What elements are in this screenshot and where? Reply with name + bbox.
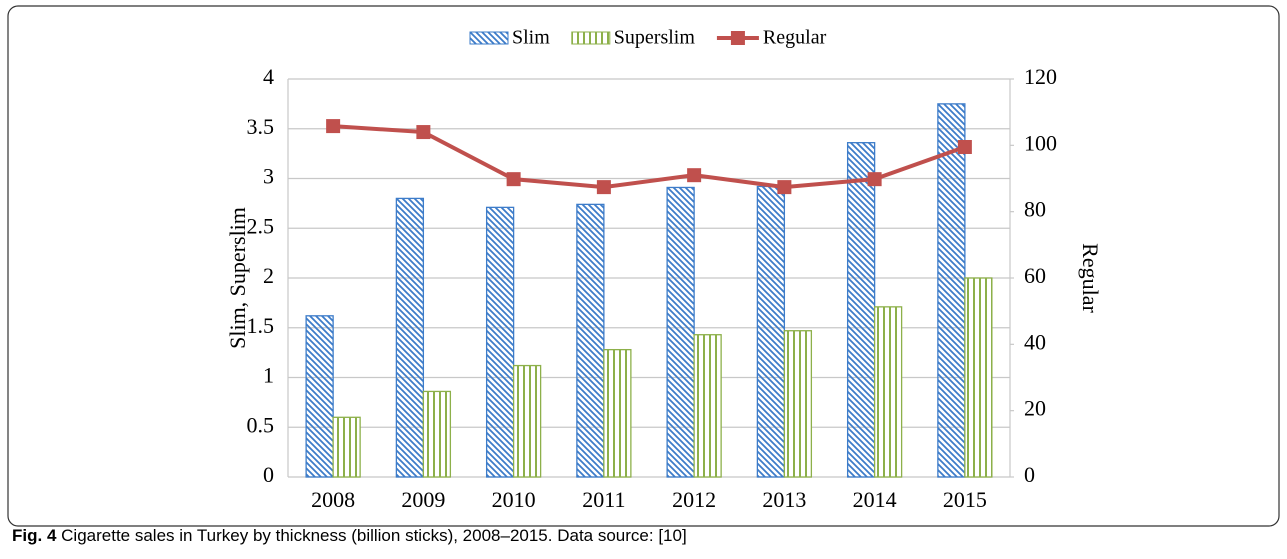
bar: [783, 330, 813, 478]
line: [332, 124, 966, 190]
y-tick-label: 2: [263, 263, 274, 288]
y-tick-label: 2.5: [247, 213, 275, 238]
bar: [512, 364, 542, 478]
bar: [603, 348, 632, 478]
x-tick-label: 2010: [492, 487, 536, 512]
bar: [756, 185, 786, 478]
caption: Fig. 4 Cigarette sales in Turkey by thic…: [12, 526, 687, 545]
legend-swatch: [571, 31, 611, 45]
x-tick-label: 2014: [853, 487, 897, 512]
bar: [846, 142, 876, 478]
frame: [7, 5, 1280, 527]
y-tick-label: 0: [263, 462, 274, 487]
caption-text: Cigarette sales in Turkey by thickness (…: [61, 526, 687, 545]
bar: [485, 206, 515, 478]
y2-tick-label: 80: [1024, 197, 1046, 222]
y2-tick-label: 0: [1024, 462, 1035, 487]
marker: [326, 119, 341, 134]
bar: [693, 334, 722, 478]
legend-label: Superslim: [614, 27, 696, 49]
bar: [666, 186, 695, 478]
legend-label: Regular: [763, 27, 827, 49]
bar: [964, 277, 993, 478]
y2-tick-label: 60: [1024, 263, 1046, 288]
legend-swatch: [730, 31, 745, 45]
x-tick-label: 2015: [943, 487, 987, 512]
legend-swatch: [469, 31, 509, 45]
y2-tick-label: 40: [1024, 329, 1046, 354]
y2-tick-label: 100: [1024, 130, 1057, 155]
bar: [576, 203, 605, 478]
bar: [422, 390, 452, 478]
marker: [687, 168, 702, 183]
y-axis-title: Slim, Superslim: [225, 207, 250, 349]
legend-label: Slim: [512, 27, 550, 49]
y-tick-label: 4: [263, 64, 274, 89]
bar: [332, 416, 361, 478]
x-tick-label: 2009: [401, 487, 445, 512]
y2-tick-label: 120: [1024, 64, 1057, 89]
marker: [596, 180, 611, 195]
marker: [777, 180, 792, 195]
y-tick-label: 3.5: [247, 114, 275, 139]
y2-axis-title: Regular: [1078, 243, 1103, 313]
marker: [506, 172, 521, 187]
bar: [937, 103, 966, 478]
marker: [867, 172, 882, 187]
marker: [416, 125, 431, 140]
caption-label: Fig. 4: [12, 526, 57, 545]
y-tick-label: 0.5: [247, 412, 275, 437]
x-tick-label: 2008: [311, 487, 355, 512]
y-tick-label: 3: [263, 164, 274, 189]
x-tick-label: 2013: [762, 487, 806, 512]
y-tick-label: 1.5: [247, 313, 275, 338]
x-tick-label: 2012: [672, 487, 716, 512]
bar: [873, 306, 903, 478]
x-tick-label: 2011: [582, 487, 625, 512]
y-tick-label: 1: [263, 363, 274, 388]
bar: [395, 197, 425, 478]
bar: [305, 315, 334, 478]
y2-tick-label: 20: [1024, 396, 1046, 421]
marker: [957, 139, 972, 154]
